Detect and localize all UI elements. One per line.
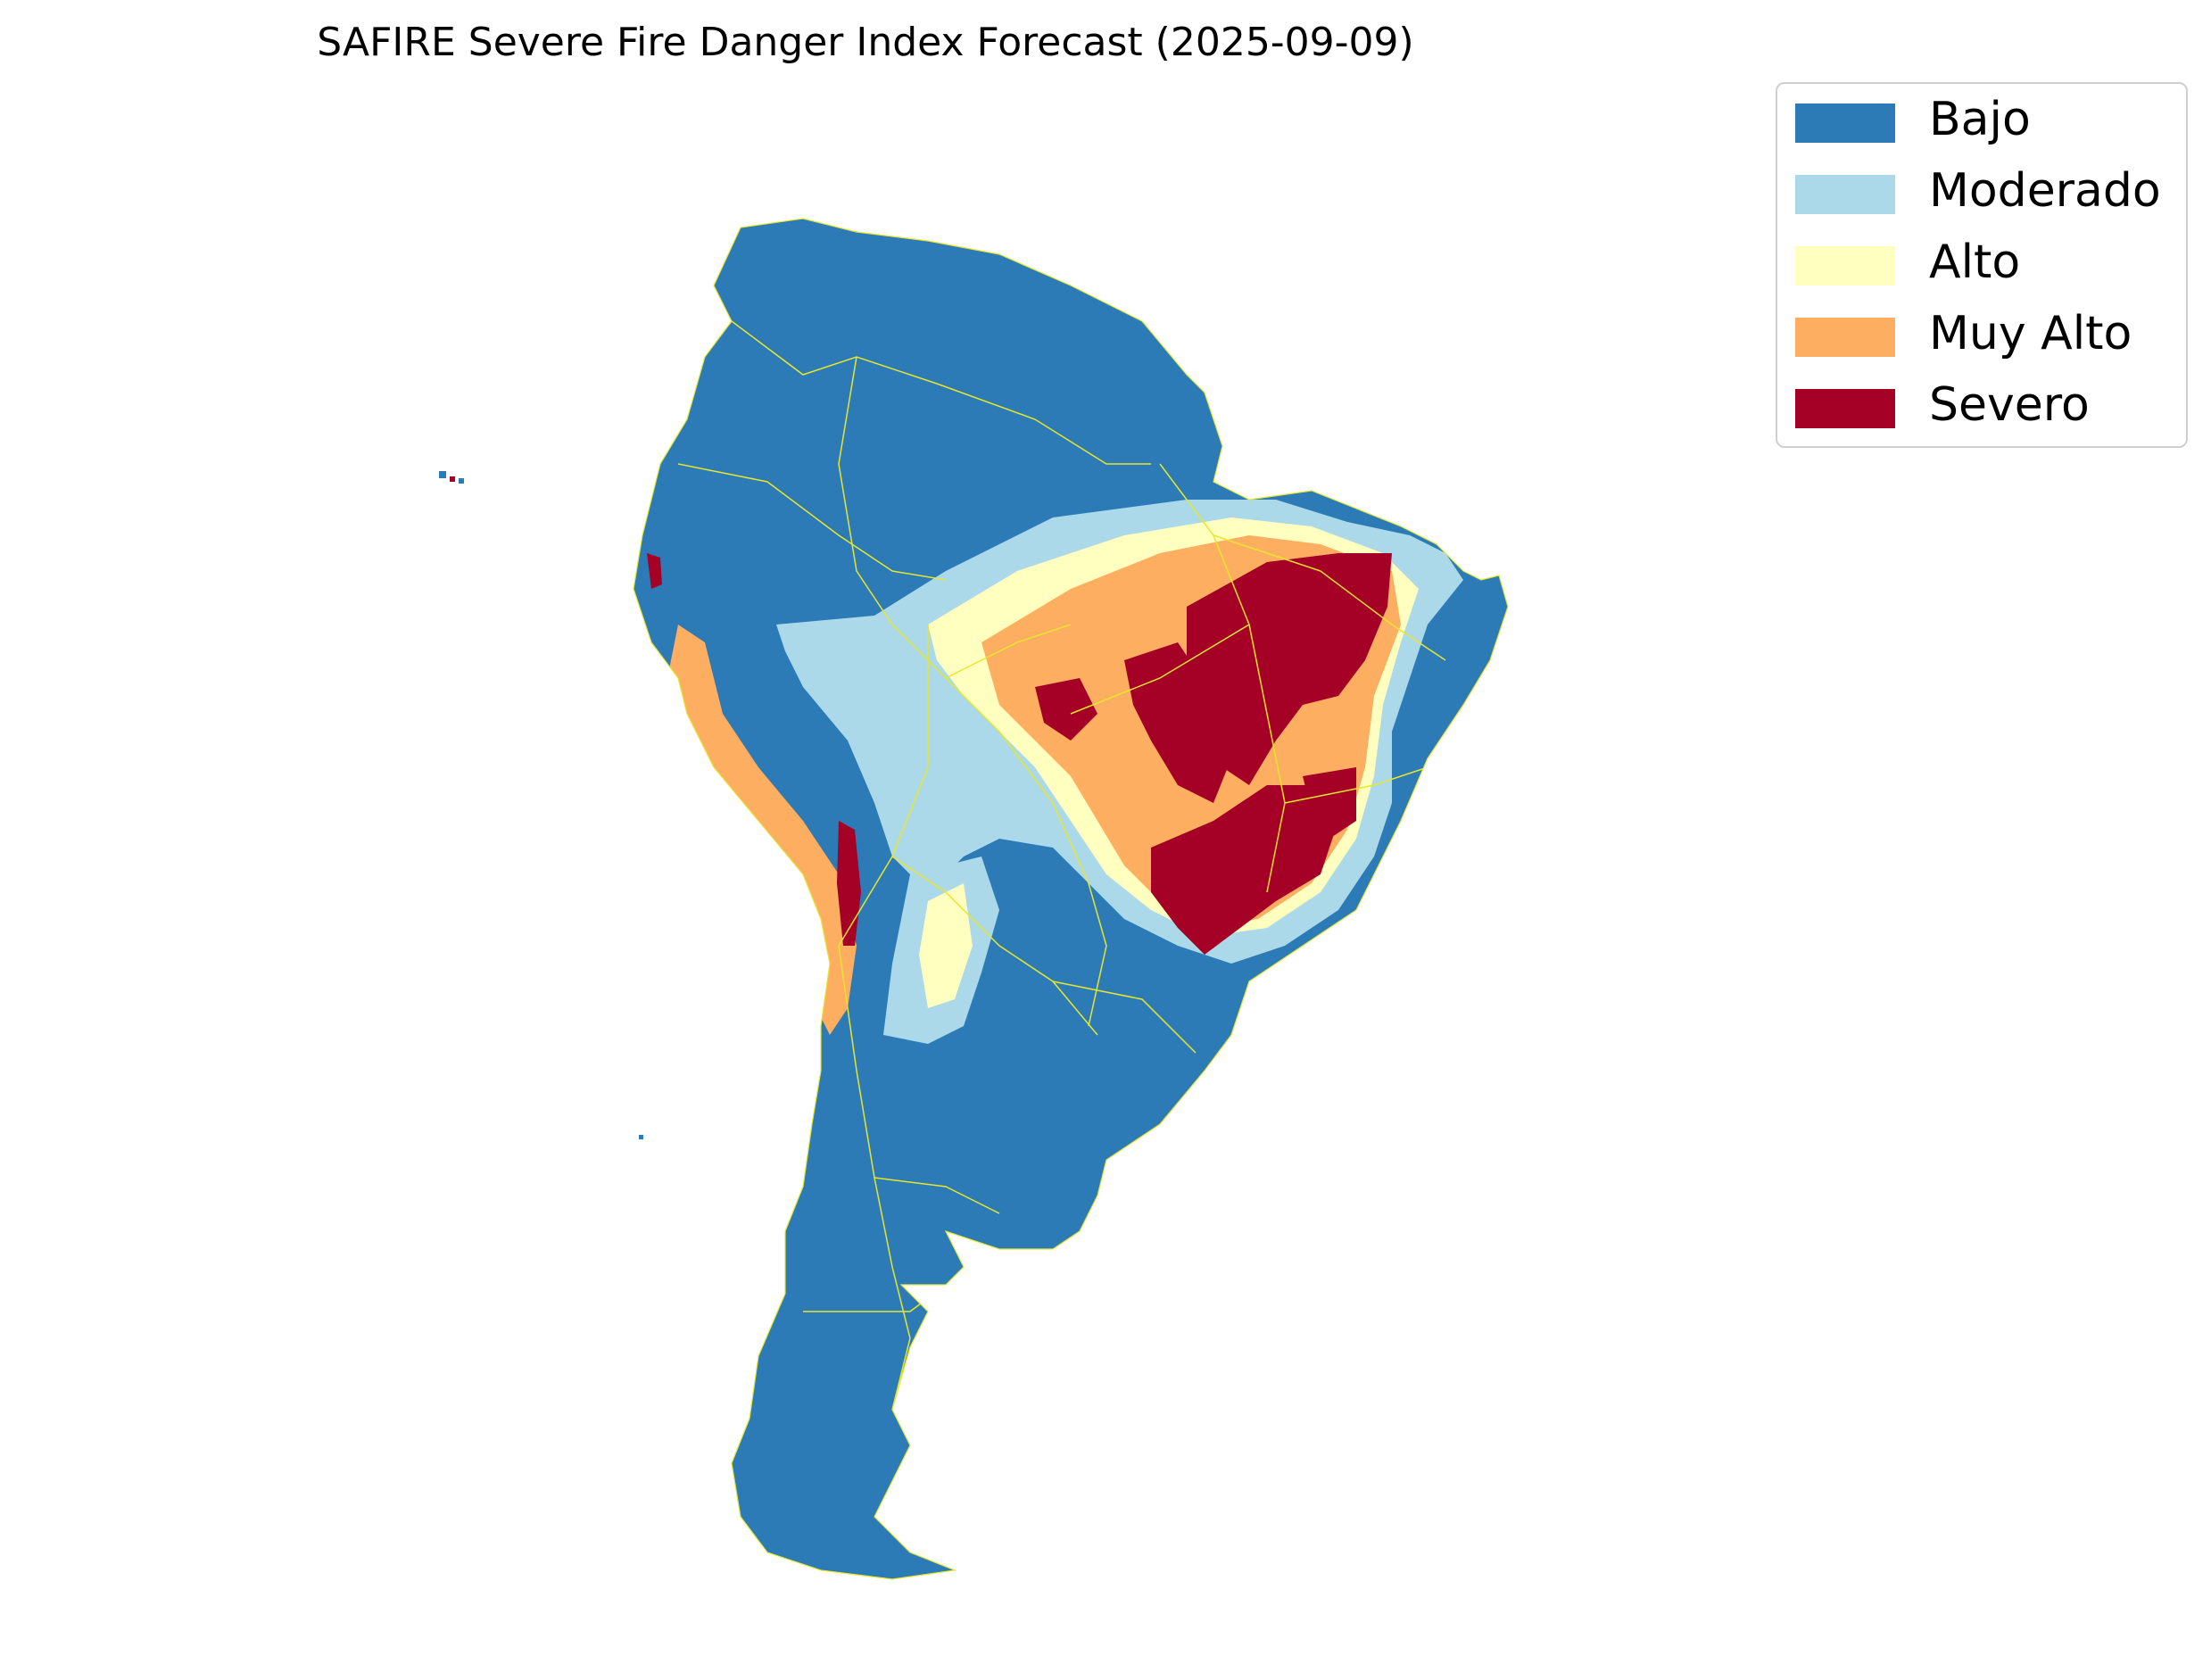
legend-swatch-bajo	[1795, 103, 1895, 143]
legend-label: Alto	[1929, 236, 2021, 289]
zone-severo-east	[1303, 767, 1356, 839]
island-galapagos-3	[459, 478, 464, 484]
legend: Bajo Moderado Alto Muy Alto Severo	[1776, 82, 2188, 448]
zone-severo-north	[1187, 553, 1392, 785]
legend-label: Muy Alto	[1929, 307, 2132, 360]
legend-swatch-severo	[1795, 389, 1895, 428]
legend-label: Severo	[1929, 378, 2090, 432]
island-galapagos-1	[439, 471, 446, 478]
island-juan-fernandez	[639, 1135, 643, 1139]
legend-item-bajo: Bajo	[1777, 84, 2186, 146]
zone-severo-central	[1124, 642, 1231, 803]
zone-andes-severo	[837, 821, 861, 946]
zone-severo-south	[1151, 785, 1338, 955]
map-title: SAFIRE Severe Fire Danger Index Forecast…	[317, 20, 1414, 65]
zone-alto-argentina	[919, 883, 973, 1008]
legend-swatch-moderado	[1795, 175, 1895, 214]
legend-label: Moderado	[1929, 164, 2161, 218]
land-bajo	[633, 219, 1508, 1579]
island-galapagos-2	[450, 476, 455, 482]
legend-swatch-muy-alto	[1795, 318, 1895, 357]
legend-swatch-alto	[1795, 246, 1895, 286]
legend-item-moderado: Moderado	[1777, 155, 2186, 218]
legend-item-muy-alto: Muy Alto	[1777, 298, 2186, 360]
legend-item-alto: Alto	[1777, 227, 2186, 289]
legend-label: Bajo	[1929, 93, 2031, 146]
zone-severo-west	[1035, 678, 1097, 741]
zone-andes-severo-north	[647, 553, 662, 589]
legend-item-severo: Severo	[1777, 369, 2186, 432]
boundaries	[677, 320, 1446, 1411]
